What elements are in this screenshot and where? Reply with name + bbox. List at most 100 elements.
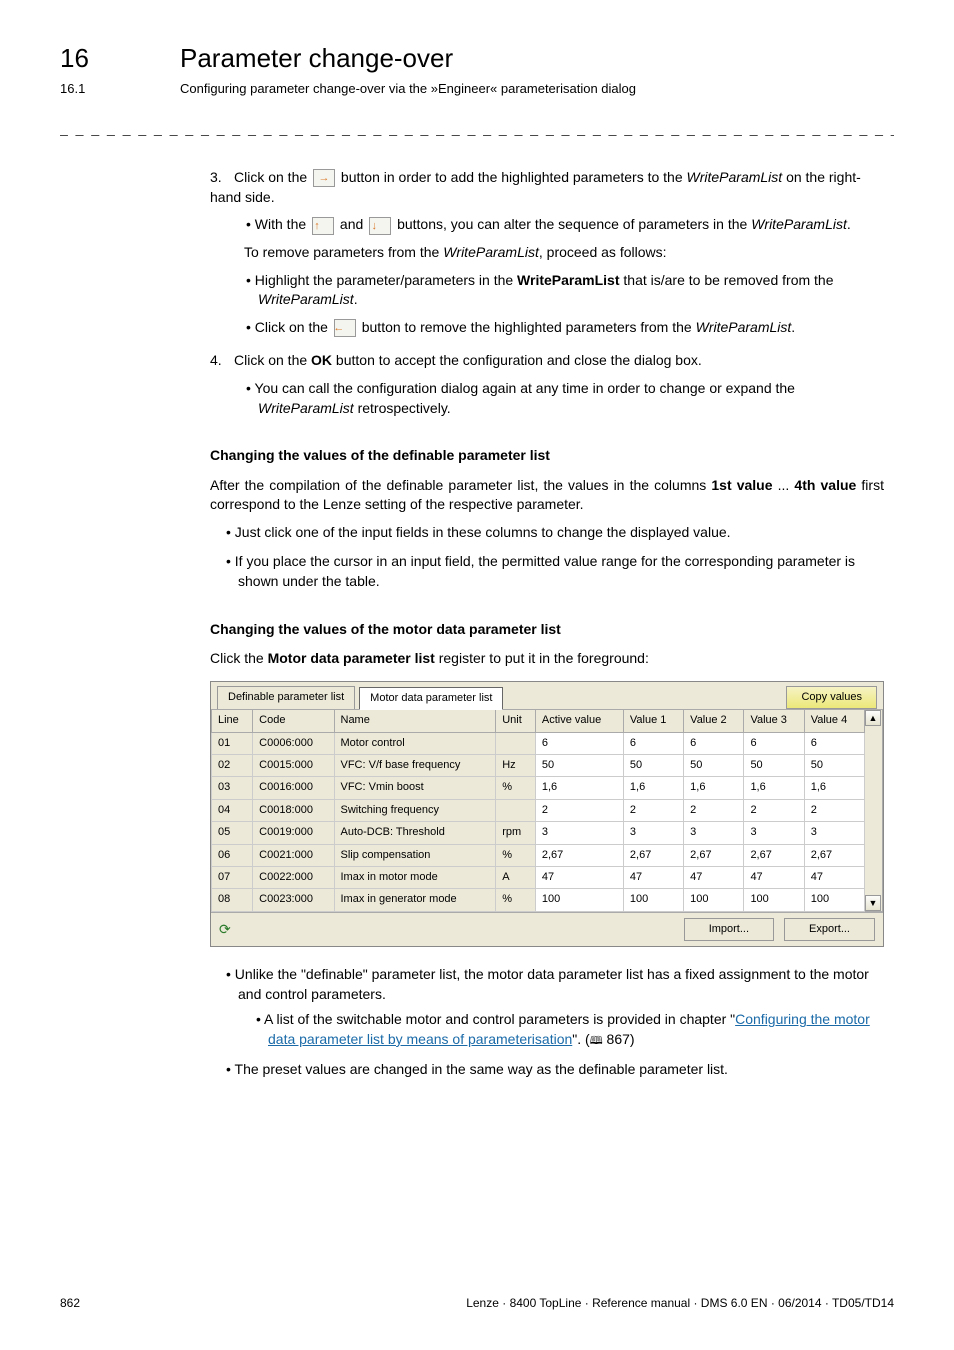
table-cell [496,732,536,754]
arrow-up-icon[interactable]: ↑ [312,217,334,235]
table-cell[interactable]: 50 [744,755,804,777]
table-cell: Motor control [334,732,496,754]
table-cell: 04 [212,799,253,821]
column-header: Value 1 [623,710,683,732]
table-cell[interactable]: 50 [623,755,683,777]
table-cell: 07 [212,866,253,888]
table-cell[interactable]: 1,6 [535,777,623,799]
table-cell: Switching frequency [334,799,496,821]
table-cell[interactable]: 3 [804,822,864,844]
tab-definable[interactable]: Definable parameter list [217,686,355,708]
table-cell[interactable]: 3 [535,822,623,844]
table-row: 05C0019:000Auto-DCB: Thresholdrpm33333 [212,822,865,844]
table-cell[interactable]: 6 [535,732,623,754]
table-row: 04C0018:000Switching frequency22222 [212,799,865,821]
table-cell[interactable]: 100 [684,889,744,911]
table-cell[interactable]: 100 [623,889,683,911]
footer-reference: Lenze · 8400 TopLine · Reference manual … [466,1295,894,1312]
table-cell[interactable]: 50 [804,755,864,777]
copy-values-button[interactable]: Copy values [786,686,877,709]
table-cell[interactable]: 1,6 [684,777,744,799]
section-heading-motor: Changing the values of the motor data pa… [210,620,884,640]
import-button[interactable]: Import... [684,918,774,941]
scroll-down-icon[interactable]: ▼ [865,895,881,911]
table-cell[interactable]: 2,67 [623,844,683,866]
table-cell: % [496,844,536,866]
table-cell[interactable]: 6 [744,732,804,754]
table-cell: 08 [212,889,253,911]
section-heading-definable: Changing the values of the definable par… [210,446,884,466]
table-cell[interactable]: 100 [744,889,804,911]
table-cell[interactable]: 47 [804,866,864,888]
table-cell[interactable]: 2 [744,799,804,821]
table-cell: C0016:000 [253,777,334,799]
param-list-name: WriteParamList [687,169,783,185]
sub-bullet: Click on the ← button to remove the high… [246,318,884,338]
table-cell: % [496,889,536,911]
table-cell: A [496,866,536,888]
bullet: Unlike the "definable" parameter list, t… [226,965,884,1049]
table-cell: 05 [212,822,253,844]
table-cell[interactable]: 1,6 [744,777,804,799]
paragraph: After the compilation of the definable p… [210,476,884,515]
scrollbar[interactable]: ▲ ▼ [865,709,883,912]
scroll-up-icon[interactable]: ▲ [865,710,881,726]
arrow-left-icon[interactable]: ← [334,319,356,337]
refresh-icon[interactable]: ⟳ [219,920,231,940]
table-cell: C0018:000 [253,799,334,821]
table-cell[interactable]: 3 [684,822,744,844]
table-cell[interactable]: 1,6 [623,777,683,799]
table-cell: C0015:000 [253,755,334,777]
table-cell: C0021:000 [253,844,334,866]
table-cell[interactable]: 2 [804,799,864,821]
table-cell[interactable]: 2,67 [804,844,864,866]
table-cell[interactable]: 50 [684,755,744,777]
table-cell: C0019:000 [253,822,334,844]
table-row: 01C0006:000Motor control66666 [212,732,865,754]
table-cell[interactable]: 6 [804,732,864,754]
table-cell[interactable]: 47 [535,866,623,888]
arrow-down-icon[interactable]: ↓ [369,217,391,235]
table-cell: C0023:000 [253,889,334,911]
table-cell[interactable]: 3 [744,822,804,844]
table-cell [496,799,536,821]
table-cell[interactable]: 47 [684,866,744,888]
table-cell: Hz [496,755,536,777]
divider: _ _ _ _ _ _ _ _ _ _ _ _ _ _ _ _ _ _ _ _ … [60,119,894,139]
table-cell: VFC: V/f base frequency [334,755,496,777]
table-row: 02C0015:000VFC: V/f base frequencyHz5050… [212,755,865,777]
column-header: Code [253,710,334,732]
table-cell: 02 [212,755,253,777]
table-cell[interactable]: 2 [684,799,744,821]
table-cell[interactable]: 2,67 [684,844,744,866]
table-cell[interactable]: 2 [623,799,683,821]
table-cell[interactable]: 47 [623,866,683,888]
table-cell[interactable]: 100 [535,889,623,911]
table-cell[interactable]: 2,67 [744,844,804,866]
arrow-right-icon[interactable]: → [313,169,335,187]
table-cell: Imax in motor mode [334,866,496,888]
table-cell[interactable]: 1,6 [804,777,864,799]
tab-motor-data[interactable]: Motor data parameter list [359,687,503,710]
table-row: 08C0023:000Imax in generator mode%100100… [212,889,865,911]
step-text: button in order to add the highlighted p… [337,169,686,185]
table-cell[interactable]: 6 [684,732,744,754]
export-button[interactable]: Export... [784,918,875,941]
table-cell: Imax in generator mode [334,889,496,911]
table-cell: % [496,777,536,799]
sub-bullet: With the ↑ and ↓ buttons, you can alter … [246,215,884,235]
table-cell[interactable]: 100 [804,889,864,911]
table-cell[interactable]: 47 [744,866,804,888]
paragraph: Click the Motor data parameter list regi… [210,649,884,669]
table-cell[interactable]: 6 [623,732,683,754]
column-header: Name [334,710,496,732]
table-cell: C0006:000 [253,732,334,754]
step-number: 4. [210,351,234,371]
table-cell[interactable]: 2 [535,799,623,821]
table-cell[interactable]: 2,67 [535,844,623,866]
table-cell[interactable]: 3 [623,822,683,844]
table-cell: C0022:000 [253,866,334,888]
table-cell[interactable]: 50 [535,755,623,777]
column-header: Active value [535,710,623,732]
table-row: 07C0022:000Imax in motor modeA4747474747 [212,866,865,888]
